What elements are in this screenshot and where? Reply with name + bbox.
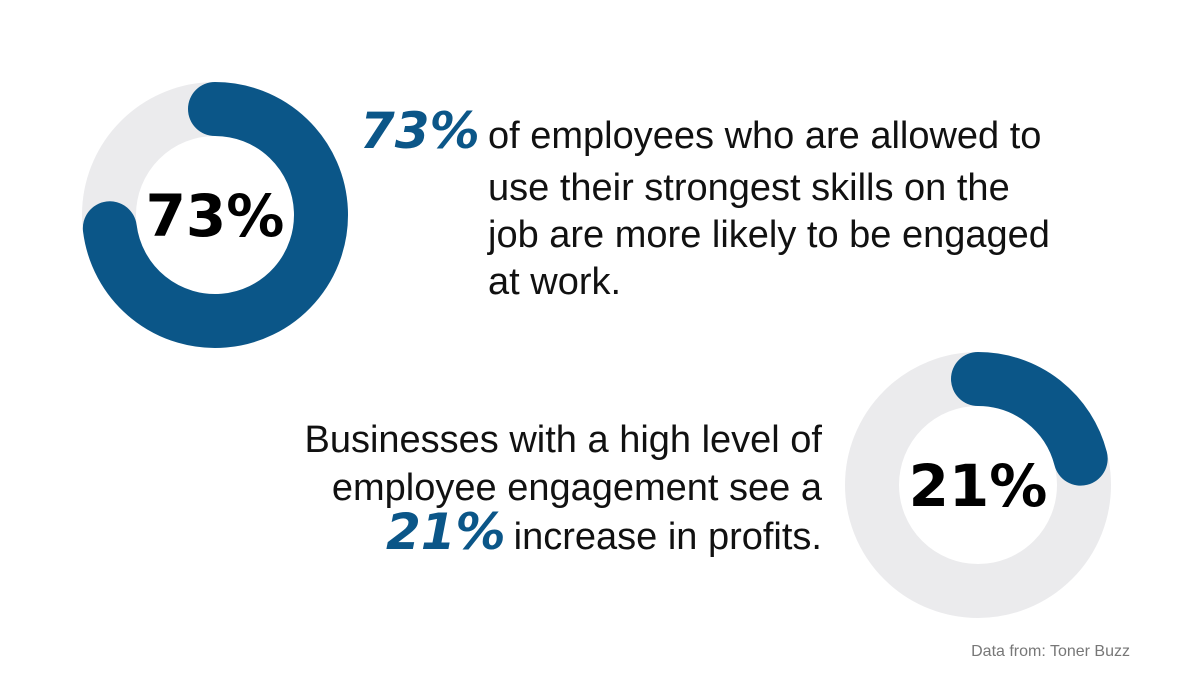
highlight: 73% <box>360 102 480 160</box>
statement-line: job are more likely to be engaged <box>487 214 1050 256</box>
source: Data from: Toner Buzz <box>971 643 1130 660</box>
statement-line: 21% increase in profits. <box>386 503 822 561</box>
donut-arc <box>951 352 1108 486</box>
donuts: 73% 21% <box>82 82 1111 618</box>
statement-line: Businesses with a high level of <box>304 419 822 461</box>
highlight: 21% <box>386 503 506 561</box>
statement-text: increase in profits. <box>514 516 822 558</box>
statement-line: of employees who are allowed to <box>488 115 1041 157</box>
center-label: 73% <box>146 182 285 250</box>
donut-arc <box>82 82 348 348</box>
statement-line: use their strongest skills on the <box>488 167 1010 209</box>
statement-line: at work. <box>488 261 621 303</box>
center-label: 21% <box>909 452 1048 520</box>
statement-line: employee engagement see a <box>332 467 823 509</box>
